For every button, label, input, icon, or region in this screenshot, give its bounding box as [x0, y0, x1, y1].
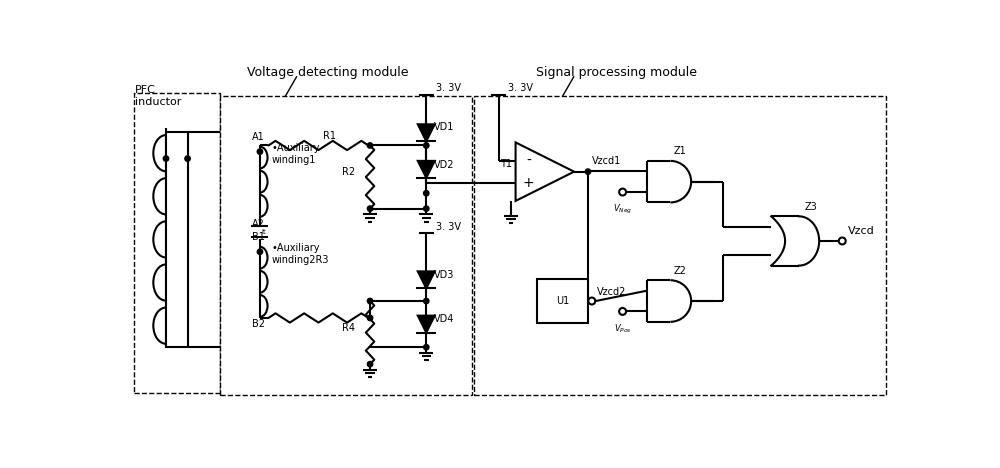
- Circle shape: [367, 361, 373, 367]
- Text: A1: A1: [252, 132, 265, 142]
- Text: Z2: Z2: [673, 266, 686, 276]
- Circle shape: [585, 169, 591, 175]
- Bar: [537, 279, 588, 322]
- Text: T1: T1: [501, 159, 512, 169]
- Text: Vzcd: Vzcd: [848, 227, 875, 236]
- Circle shape: [619, 189, 626, 196]
- Circle shape: [424, 298, 429, 304]
- Circle shape: [588, 298, 595, 305]
- Circle shape: [367, 206, 373, 212]
- Text: VD1: VD1: [434, 123, 454, 132]
- Text: Vzcd1: Vzcd1: [592, 156, 621, 166]
- Polygon shape: [418, 161, 435, 178]
- Polygon shape: [418, 124, 435, 141]
- Bar: [474, 96, 886, 395]
- Circle shape: [424, 206, 429, 212]
- Text: PFC
inductor: PFC inductor: [135, 86, 182, 107]
- Text: -: -: [526, 154, 531, 168]
- Text: R2: R2: [342, 167, 355, 177]
- Text: 3. 3V: 3. 3V: [508, 83, 533, 93]
- Text: •Auxiliary
winding1: •Auxiliary winding1: [271, 143, 320, 165]
- Text: VD4: VD4: [434, 314, 454, 324]
- Text: 3. 3V: 3. 3V: [436, 222, 461, 232]
- Text: 3. 3V: 3. 3V: [436, 83, 461, 93]
- Text: $V_{Pos}$: $V_{Pos}$: [614, 322, 632, 335]
- Text: Vzcd2: Vzcd2: [597, 287, 627, 297]
- Text: R4: R4: [342, 322, 355, 333]
- Text: Z3: Z3: [805, 202, 818, 212]
- Bar: [134, 93, 220, 394]
- Text: B2: B2: [252, 319, 265, 329]
- Text: VD3: VD3: [434, 270, 454, 280]
- Text: Signal processing module: Signal processing module: [536, 66, 697, 79]
- Circle shape: [163, 156, 169, 161]
- Polygon shape: [516, 142, 574, 201]
- Text: R1: R1: [323, 131, 336, 141]
- Circle shape: [839, 237, 846, 244]
- Text: $V_{Neg}$: $V_{Neg}$: [613, 203, 632, 216]
- Circle shape: [619, 308, 626, 315]
- Text: +: +: [523, 176, 535, 190]
- Text: VD2: VD2: [434, 160, 454, 170]
- Text: A2: A2: [252, 219, 265, 229]
- Text: Voltage detecting module: Voltage detecting module: [247, 66, 408, 79]
- Text: U1: U1: [556, 296, 569, 306]
- Circle shape: [424, 143, 429, 148]
- Circle shape: [367, 315, 373, 321]
- Circle shape: [367, 298, 373, 304]
- Bar: [220, 96, 472, 395]
- Circle shape: [257, 249, 263, 255]
- Circle shape: [367, 143, 373, 148]
- Polygon shape: [418, 271, 435, 288]
- Text: Z1: Z1: [673, 146, 686, 156]
- Circle shape: [424, 344, 429, 350]
- Bar: [166, 132, 188, 347]
- Circle shape: [257, 149, 263, 154]
- Polygon shape: [418, 315, 435, 333]
- Circle shape: [185, 156, 190, 161]
- Text: B1: B1: [252, 233, 265, 242]
- Text: lt: lt: [261, 229, 266, 235]
- Text: •Auxiliary
winding2R3: •Auxiliary winding2R3: [271, 243, 329, 265]
- Circle shape: [424, 190, 429, 196]
